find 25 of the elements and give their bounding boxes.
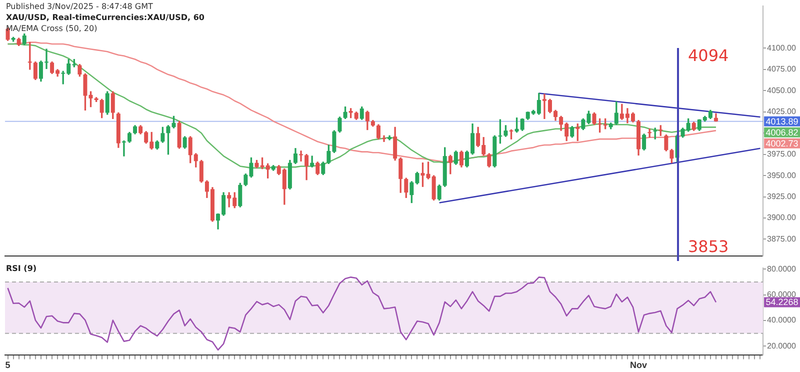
text: 54.2268 — [766, 297, 798, 308]
ref-line-label: 4013.89 — [766, 116, 798, 126]
y-tick-label: 40.0000 — [767, 316, 796, 325]
x-tick-label: Nov — [630, 360, 648, 370]
chart-title: RSI (9) — [6, 264, 37, 273]
text: 4002.73 — [766, 138, 798, 148]
y-tick-label: 3950.00 — [767, 170, 796, 180]
y-tick-label: 3975.00 — [767, 150, 796, 159]
y-tick-label: 4100.00 — [767, 43, 796, 52]
text: 4006.82 — [766, 127, 798, 138]
y-tick-label: 80.0000 — [767, 264, 796, 274]
y-tick-label: 4050.00 — [767, 86, 796, 95]
y-tick-label: 60.0000 — [767, 290, 796, 299]
y-tick-label: 3925.00 — [767, 192, 796, 201]
annotation: Published 3/Nov/2025 - 8:47:48 GMT — [6, 2, 153, 11]
x-tick-label: 5 — [5, 360, 10, 370]
annotation: 4094 — [688, 46, 729, 65]
text: XAU/USD, Real-timeCurrencies:XAU/USD, 60 — [6, 13, 204, 22]
annotation: MA/EMA Cross (50, 20) — [6, 24, 98, 33]
y-tick-label: 4075.00 — [767, 64, 796, 74]
y-tick-label: 4025.00 — [767, 107, 796, 116]
annotation: 3853 — [688, 237, 729, 256]
y-tick-label: 3900.00 — [767, 213, 796, 222]
y-tick-label: 20.0000 — [767, 341, 796, 350]
y-tick-label: 3875.00 — [767, 234, 796, 244]
